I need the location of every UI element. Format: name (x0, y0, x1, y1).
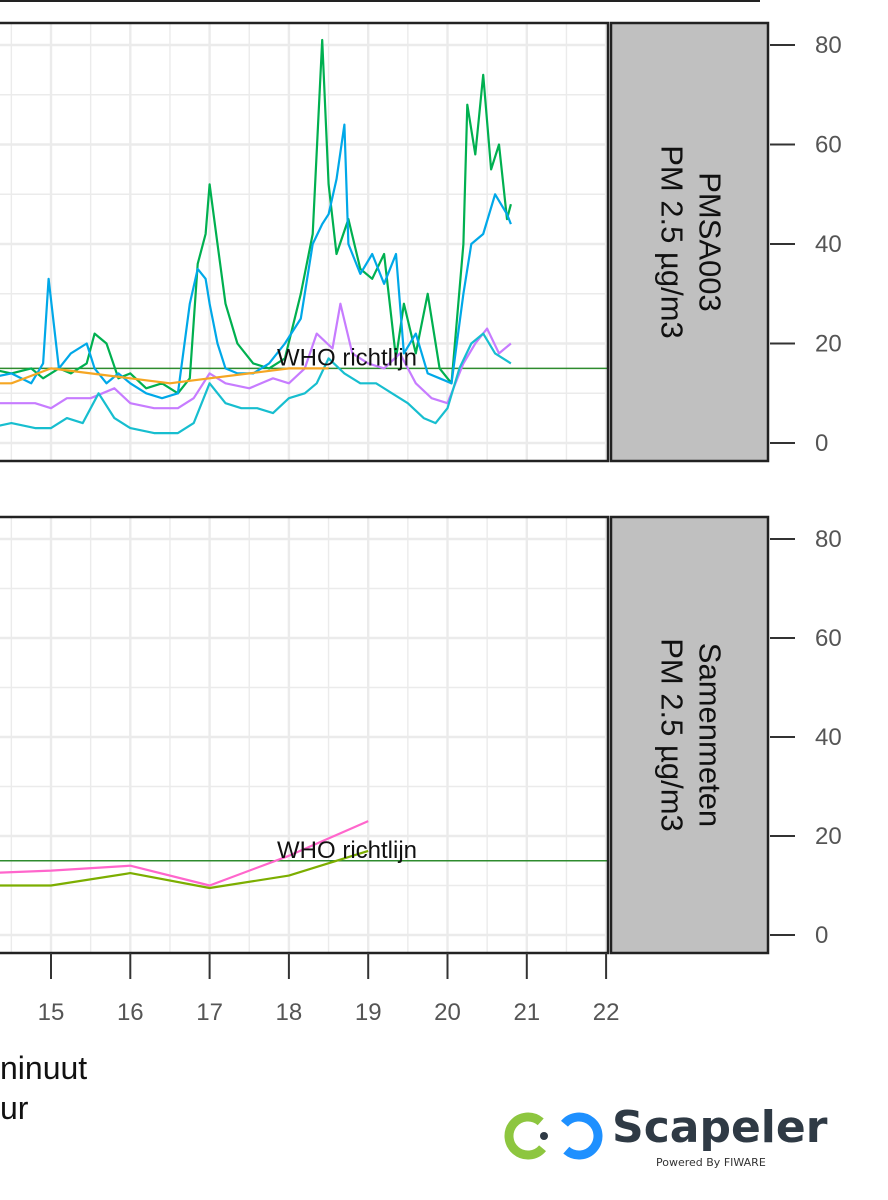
y-tick-label: 60 (815, 625, 842, 652)
y-tick-label: 0 (815, 922, 828, 949)
strip-label-2: PM 2.5 µg/m3 (654, 638, 689, 832)
series-line-violet (0, 302, 512, 410)
series-line-blue (0, 123, 512, 400)
plot-frame (0, 21, 610, 463)
x-tick-label: 19 (355, 999, 382, 1026)
y-tick-label: 40 (815, 231, 842, 258)
scapeler-logo-icon (504, 1112, 603, 1160)
x-tick-label: 20 (434, 999, 461, 1026)
legend-line-2: ur (0, 1090, 29, 1126)
y-tick-label: 20 (815, 331, 842, 358)
who-label: WHO richtlijn (277, 837, 417, 864)
series-line-olive (0, 849, 369, 890)
y-tick-label: 20 (815, 823, 842, 850)
series-line-cyan (0, 332, 512, 435)
logo-tagline: Powered By FIWARE (656, 1156, 766, 1169)
x-tick-label: 18 (276, 999, 303, 1026)
series-line-orange (0, 367, 329, 385)
y-tick-label: 60 (815, 132, 842, 159)
x-tick-label: 21 (513, 999, 540, 1026)
x-tick-label: 16 (117, 999, 144, 1026)
y-tick-label: 40 (815, 724, 842, 751)
x-tick-label: 22 (593, 999, 620, 1026)
legend-line-1: ninuut (0, 1050, 88, 1086)
strip-box (609, 515, 770, 955)
grid-bottom (0, 517, 608, 953)
who-label: WHO richtlijn (277, 344, 417, 371)
y-tick-label: 80 (815, 526, 842, 553)
y-tick-label: 80 (815, 32, 842, 59)
x-tick-label: 17 (196, 999, 223, 1026)
strip-label-2: PM 2.5 µg/m3 (654, 145, 689, 339)
scapeler-logo: Scapeler Powered By FIWARE (500, 1102, 827, 1174)
y-tick-label: 0 (815, 430, 828, 457)
logo-wordmark: Scapeler (612, 1102, 828, 1153)
grid-top (0, 23, 608, 461)
series-line-pink (0, 820, 369, 887)
plot-frame (0, 515, 610, 955)
x-tick-label: 15 (38, 999, 65, 1026)
strip-label-1: Samenmeten (692, 643, 727, 827)
strip-box (609, 21, 770, 463)
series-line-green (0, 38, 512, 395)
strip-label-1: PMSA003 (692, 172, 727, 312)
